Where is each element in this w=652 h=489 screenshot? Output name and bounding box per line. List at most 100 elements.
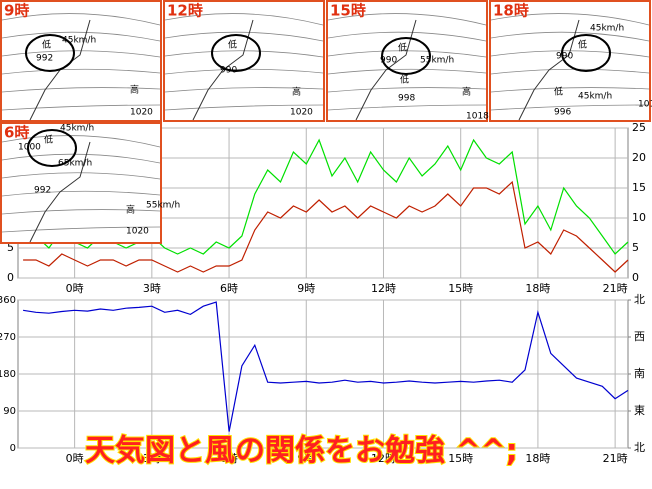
x-tick-label: 21時 bbox=[603, 452, 628, 465]
isobar bbox=[490, 104, 650, 111]
map-text: 1000 bbox=[18, 143, 41, 153]
y-tick-label: 0 bbox=[10, 443, 16, 454]
y-tick-label: 180 bbox=[0, 369, 16, 380]
isobar bbox=[1, 190, 161, 197]
isobar bbox=[1, 153, 161, 164]
x-tick-label: 12時 bbox=[371, 282, 396, 295]
map-text: 1020 bbox=[290, 108, 313, 118]
data-line bbox=[22, 138, 629, 255]
map-text: 992 bbox=[34, 186, 51, 196]
y-tick-label: 15 bbox=[632, 181, 646, 194]
map-text: 998 bbox=[398, 94, 415, 104]
map-frame bbox=[489, 0, 651, 122]
x-tick-label: 9時 bbox=[297, 452, 315, 465]
map-text: 高 bbox=[292, 86, 301, 98]
coastline bbox=[29, 141, 91, 243]
y2-tick-label: 西 bbox=[634, 330, 645, 343]
weather-map: 9時低 992 45km/h 高 1020 bbox=[0, 0, 162, 122]
isobar bbox=[1, 226, 161, 233]
isobar bbox=[1, 13, 161, 26]
map-text: 990 bbox=[556, 52, 573, 62]
isobar bbox=[1, 31, 161, 42]
map-text: 低 bbox=[228, 39, 237, 51]
map-text: 低 bbox=[554, 86, 563, 98]
coastline bbox=[192, 19, 254, 121]
map-label: 18時 bbox=[493, 2, 529, 20]
x-tick-label: 18時 bbox=[525, 452, 550, 465]
y-tick-label: 10 bbox=[632, 211, 646, 224]
map-label: 15時 bbox=[330, 2, 366, 20]
isobar bbox=[164, 31, 324, 42]
map-text: 992 bbox=[36, 54, 53, 64]
map-label: 6時 bbox=[4, 124, 29, 142]
x-tick-label: 3時 bbox=[143, 452, 161, 465]
isobar bbox=[1, 87, 161, 93]
map-frame bbox=[163, 0, 325, 122]
isobar bbox=[327, 68, 487, 75]
map-text: 45km/h bbox=[578, 92, 612, 102]
map-text: 1020 bbox=[130, 108, 153, 118]
data-line bbox=[23, 301, 629, 432]
x-tick-label: 6時 bbox=[220, 452, 238, 465]
isobar bbox=[1, 104, 161, 111]
data-line bbox=[23, 180, 629, 273]
isobar bbox=[327, 13, 487, 26]
isobar bbox=[1, 135, 161, 148]
isobar bbox=[1, 172, 161, 180]
y2-tick-label: 南 bbox=[634, 367, 645, 380]
x-tick-label: 0時 bbox=[66, 452, 84, 465]
map-text: 990 bbox=[380, 56, 397, 66]
isobar bbox=[1, 209, 161, 215]
pressure-circle bbox=[27, 129, 77, 167]
isobar bbox=[164, 50, 324, 58]
isobar bbox=[490, 50, 650, 58]
y-tick-label: 270 bbox=[0, 332, 16, 343]
x-tick-label: 15時 bbox=[448, 452, 473, 465]
pressure-circle bbox=[25, 34, 75, 72]
y-tick-label-left: 0 bbox=[7, 271, 14, 284]
isobar bbox=[490, 87, 650, 93]
coastline bbox=[518, 19, 580, 121]
map-text: 高 bbox=[462, 86, 471, 98]
map-text: 高 bbox=[126, 204, 135, 216]
y-tick-label: 5 bbox=[632, 241, 639, 254]
isobar bbox=[327, 104, 487, 111]
map-label: 9時 bbox=[4, 2, 29, 20]
x-tick-label: 6時 bbox=[220, 282, 238, 295]
x-tick-label: 15時 bbox=[448, 282, 473, 295]
x-tick-label: 12時 bbox=[371, 452, 396, 465]
map-text: 低 bbox=[398, 42, 407, 54]
map-text: 45km/h bbox=[60, 124, 94, 134]
x-tick-label: 18時 bbox=[525, 282, 550, 295]
map-text: 低 bbox=[44, 134, 53, 146]
y2-tick-label: 北 bbox=[634, 293, 645, 306]
y-tick-label: 20 bbox=[632, 151, 646, 164]
x-tick-label: 9時 bbox=[297, 282, 315, 295]
isobar bbox=[1, 68, 161, 75]
map-text: 1018 bbox=[466, 112, 489, 122]
map-text: 低 bbox=[400, 74, 409, 86]
pressure-circle bbox=[561, 34, 611, 72]
map-text: 45km/h bbox=[62, 36, 96, 46]
map-text: 996 bbox=[554, 108, 571, 118]
map-text: 55km/h bbox=[420, 56, 454, 66]
isobar bbox=[327, 31, 487, 42]
y-tick-label: 0 bbox=[632, 271, 639, 284]
map-text: 1020 bbox=[126, 227, 149, 237]
pressure-circle bbox=[381, 37, 431, 75]
map-text: 55km/h bbox=[146, 201, 180, 211]
map-text: 高 bbox=[130, 84, 139, 96]
isobar bbox=[490, 68, 650, 75]
isobar bbox=[327, 50, 487, 58]
y-tick-label: 25 bbox=[632, 121, 646, 134]
isobar bbox=[164, 13, 324, 26]
isobar bbox=[490, 31, 650, 42]
isobar bbox=[1, 50, 161, 58]
y-tick-label: 90 bbox=[3, 406, 16, 417]
x-tick-label: 0時 bbox=[66, 282, 84, 295]
map-text: 1018 bbox=[638, 100, 652, 110]
